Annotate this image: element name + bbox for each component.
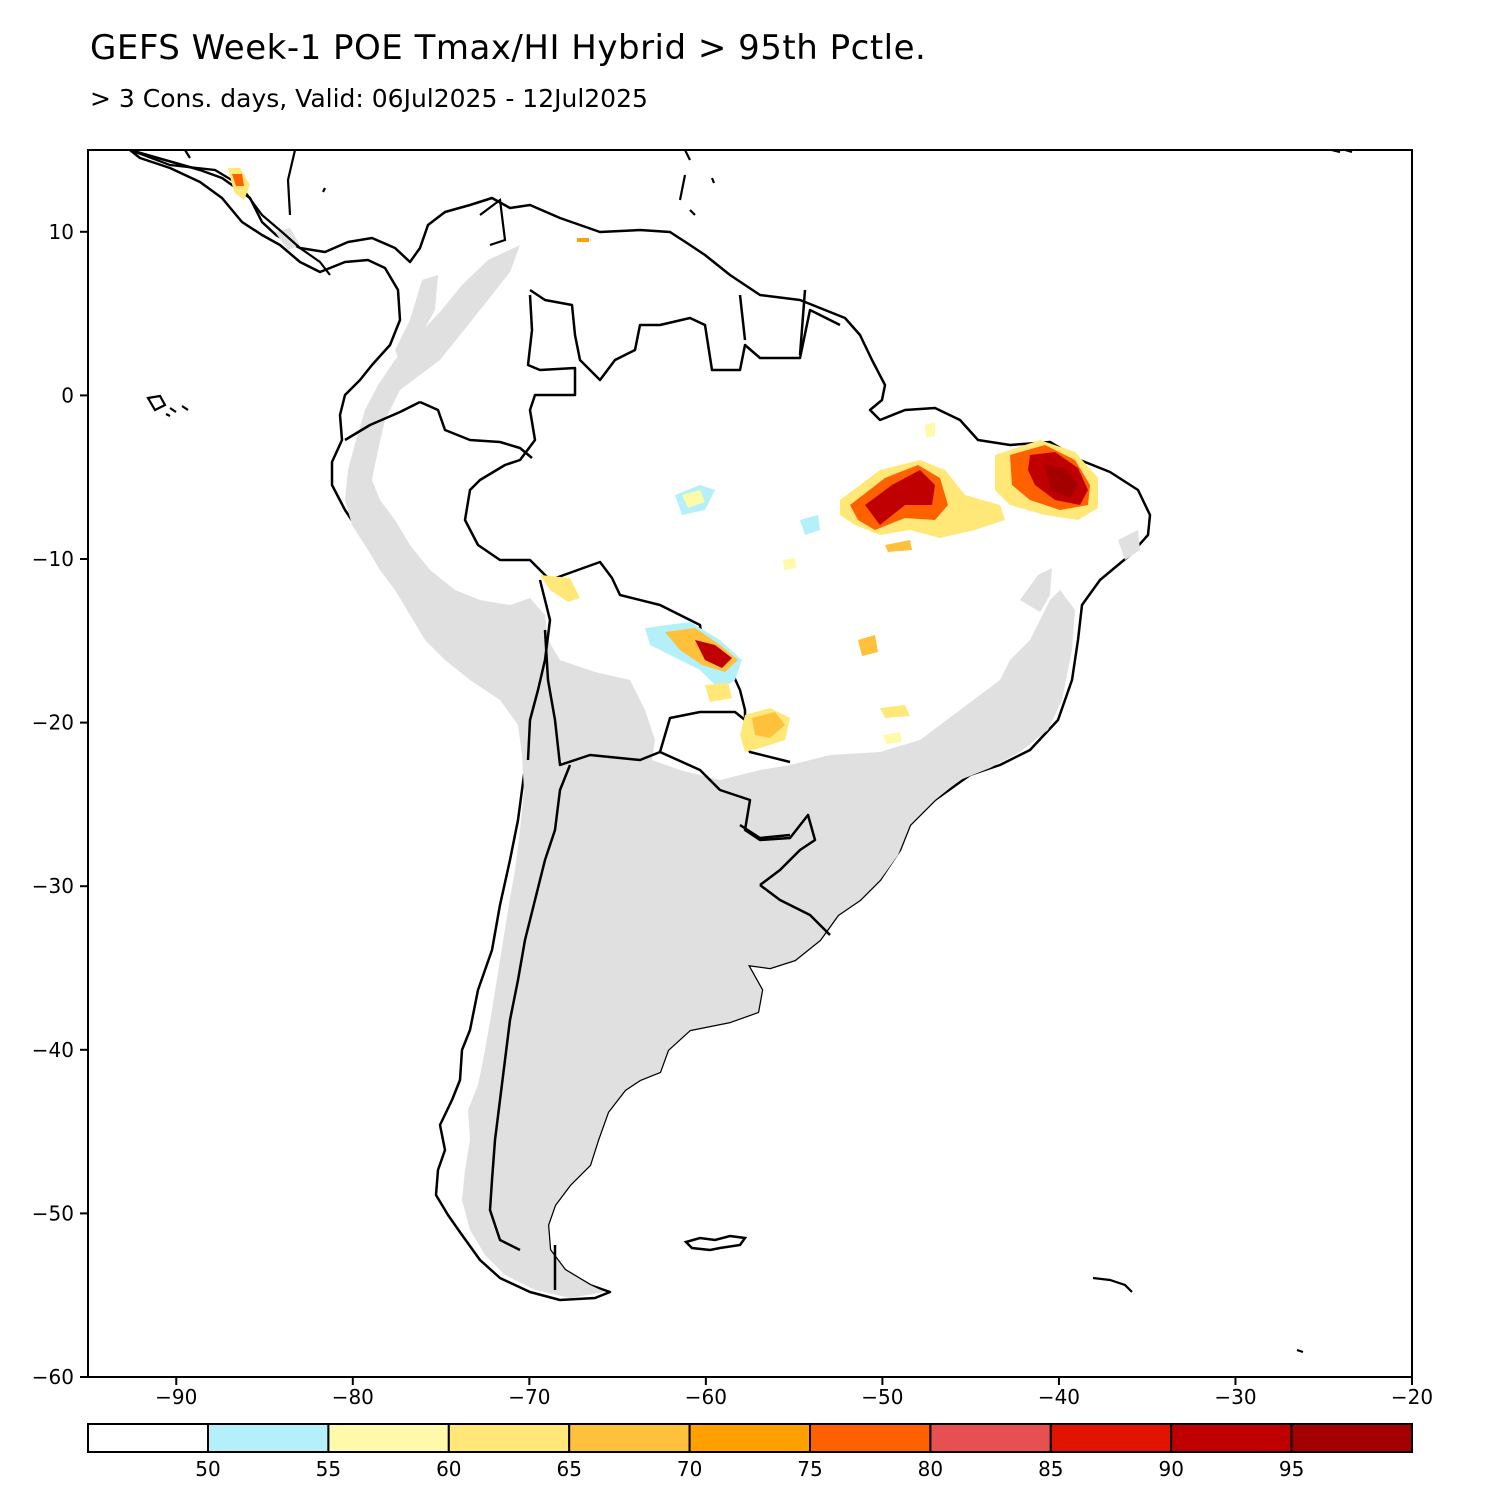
- colorbar-label: 65: [556, 1457, 581, 1481]
- colorbar-swatch: [447, 1423, 571, 1453]
- y-tick-label: −30: [32, 874, 74, 898]
- y-tick-label: −60: [32, 1365, 74, 1389]
- central-america: [129, 150, 1353, 276]
- x-axis: −90 −80 −70 −60 −50 −40 −30 −20: [155, 1377, 1433, 1409]
- colorbar-label: 80: [918, 1457, 943, 1481]
- hotspot-minas-patch2: [883, 732, 902, 744]
- colorbar-label: 95: [1279, 1457, 1304, 1481]
- colorbar-label: 50: [195, 1457, 220, 1481]
- hotspot-rondonia-patch: [783, 558, 796, 570]
- map-frame: [87, 149, 1413, 1378]
- y-tick-label: −20: [32, 711, 74, 735]
- colorbar-swatch: [568, 1423, 691, 1453]
- colorbar-swatch: [929, 1423, 1052, 1453]
- galapagos-islands: [146, 394, 189, 417]
- colorbar-swatch: [1290, 1423, 1413, 1453]
- colorbar-label: 55: [316, 1457, 341, 1481]
- colorbar-label: 70: [677, 1457, 702, 1481]
- hotspot-maranhao-patch: [925, 422, 935, 437]
- colorbar-label: 60: [436, 1457, 461, 1481]
- y-tick-label: −40: [32, 1038, 74, 1062]
- y-tick-label: −50: [32, 1201, 74, 1225]
- colorbar-swatch: [327, 1423, 450, 1453]
- hotspot-para-core: [865, 470, 935, 525]
- x-tick-label: −80: [332, 1385, 374, 1409]
- hotspot-goias-patch: [858, 635, 878, 656]
- x-tick-label: −20: [1391, 1385, 1433, 1409]
- x-tick-label: −70: [508, 1385, 550, 1409]
- hotspot-northeast-brazil-peak: [1045, 465, 1078, 498]
- colorbar-label: 75: [797, 1457, 822, 1481]
- hotspot-ms-inner: [752, 712, 785, 738]
- colorbar-swatch: [809, 1423, 932, 1453]
- x-tick-label: −60: [685, 1385, 727, 1409]
- hotspot-bolivia-south: [705, 683, 732, 702]
- colorbar: 50 55 60 65 70 75 80 85 90 95: [87, 1423, 1413, 1481]
- x-tick-label: −90: [155, 1385, 197, 1409]
- hotspot-bolivia-border-core: [695, 640, 732, 668]
- andes-shading: [345, 245, 1075, 1298]
- map-area: [128, 150, 1353, 1354]
- x-tick-label: −50: [861, 1385, 903, 1409]
- colorbar-swatch: [87, 1423, 209, 1453]
- hotspot-bolivia-north: [540, 575, 580, 602]
- hotspot-tocantins-small: [885, 540, 912, 552]
- hotspot-para-cyan: [800, 515, 820, 535]
- y-axis: 10 0 −10 −20 −30 −40 −50 −60: [32, 220, 88, 1389]
- colorbar-label: 85: [1038, 1457, 1063, 1481]
- hotspot-central-america-inner: [232, 174, 244, 186]
- y-tick-label: −10: [32, 547, 74, 571]
- panama-shading: [275, 228, 300, 250]
- y-tick-label: 10: [49, 220, 74, 244]
- probability-hotspots: [228, 168, 1098, 752]
- hotspot-minas-patch: [880, 705, 910, 718]
- chart-subtitle: > 3 Cons. days, Valid: 06Jul2025 - 12Jul…: [90, 84, 648, 113]
- x-tick-label: −40: [1038, 1385, 1080, 1409]
- caribbean-highland-shading: [395, 275, 438, 362]
- x-tick-label: −30: [1214, 1385, 1256, 1409]
- chart-title: GEFS Week-1 POE Tmax/HI Hybrid > 95th Pc…: [90, 28, 927, 68]
- colorbar-swatch: [1049, 1423, 1173, 1453]
- brazil-highland-shading: [1020, 530, 1140, 612]
- colorbar-swatch: [1170, 1423, 1293, 1453]
- colorbar-swatch: [688, 1423, 811, 1453]
- y-tick-label: 0: [61, 383, 74, 407]
- colorbar-label: 90: [1158, 1457, 1183, 1481]
- falkland-islands: [683, 1234, 748, 1252]
- south-georgia-island: [1092, 1276, 1304, 1354]
- hotspot-venezuela-speck: [577, 238, 589, 242]
- hotspot-amazonas-patch-inner: [682, 490, 705, 508]
- colorbar-swatch: [207, 1423, 330, 1453]
